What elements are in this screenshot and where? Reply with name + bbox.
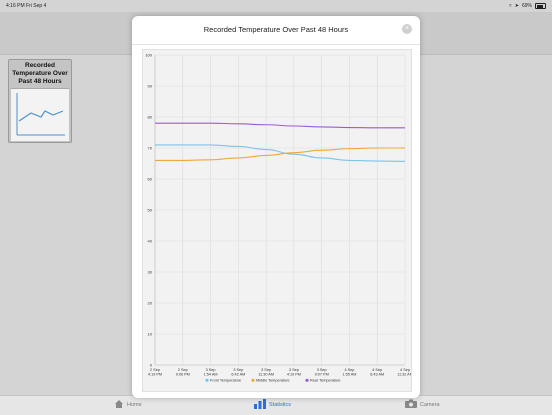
series-line bbox=[154, 144, 406, 162]
x-tick-label: 1:54 AM bbox=[204, 373, 218, 377]
chart-tile-thumbnail bbox=[11, 88, 69, 141]
status-indicators: ≈ ➤ 69% bbox=[509, 3, 546, 9]
y-tick-label: 80 bbox=[148, 115, 153, 120]
series-line bbox=[155, 147, 405, 161]
y-tick-label: 50 bbox=[148, 208, 153, 213]
tab-camera-label: Camera bbox=[420, 401, 440, 408]
battery-icon bbox=[535, 3, 546, 9]
close-button[interactable]: × bbox=[402, 24, 412, 34]
series-line bbox=[154, 122, 405, 129]
legend-label: Front Temperature bbox=[210, 379, 241, 383]
tab-home-label: Home bbox=[127, 401, 142, 408]
x-tick-label: 2 Sep bbox=[150, 368, 160, 372]
x-tick-label: 3 Sep bbox=[261, 368, 271, 372]
y-tick-label: 20 bbox=[148, 301, 153, 306]
y-tick-label: 10 bbox=[148, 332, 153, 337]
y-tick-label: 60 bbox=[148, 177, 153, 182]
chart-tile-title: Recorded Temperature Over Past 48 Hours bbox=[12, 62, 68, 85]
x-tick-label: 4 Sep bbox=[372, 368, 382, 372]
x-tick-label: 9:07 PM bbox=[315, 373, 329, 377]
x-tick-label: 11:32 AM bbox=[397, 373, 411, 377]
tab-statistics-label: Statistics bbox=[269, 402, 292, 408]
close-icon: × bbox=[404, 25, 410, 32]
house-icon bbox=[114, 399, 124, 410]
wifi-icon: ≈ bbox=[509, 3, 512, 9]
y-tick-label: 70 bbox=[148, 146, 153, 151]
x-tick-label: 11:30 AM bbox=[258, 373, 274, 377]
modal-title: Recorded Temperature Over Past 48 Hours bbox=[203, 25, 349, 34]
legend-swatch bbox=[305, 378, 309, 382]
x-tick-label: 3 Sep bbox=[317, 368, 327, 372]
camera-icon bbox=[405, 399, 417, 410]
x-tick-label: 1:55 AM bbox=[342, 373, 356, 377]
legend-label: Rear Temperature bbox=[310, 379, 341, 383]
tab-camera[interactable]: Camera bbox=[405, 399, 440, 410]
x-tick-label: 6:43 AM bbox=[370, 373, 384, 377]
chart-modal: Recorded Temperature Over Past 48 Hours … bbox=[132, 16, 420, 398]
legend-swatch bbox=[251, 378, 255, 382]
x-tick-label: 4:19 PM bbox=[287, 373, 301, 377]
tab-home[interactable]: Home bbox=[114, 399, 142, 410]
y-tick-label: 0 bbox=[150, 363, 153, 368]
x-tick-label: 9:06 PM bbox=[176, 373, 190, 377]
x-tick-label: 4 Sep bbox=[344, 368, 354, 372]
x-tick-label: 2 Sep bbox=[178, 368, 188, 372]
x-tick-label: 4:19 PM bbox=[148, 373, 162, 377]
legend-label: Middle Temperature bbox=[256, 379, 290, 383]
chart-tile[interactable]: Recorded Temperature Over Past 48 Hours bbox=[8, 59, 72, 143]
x-tick-label: 3 Sep bbox=[233, 368, 243, 372]
battery-percent: 69% bbox=[521, 3, 532, 9]
y-tick-label: 90 bbox=[148, 84, 153, 89]
status-bar: 4:16 PM Fri Sep 4 ≈ ➤ 69% bbox=[0, 0, 552, 12]
location-icon: ➤ bbox=[514, 3, 519, 9]
thumbnail-line bbox=[18, 110, 64, 122]
temperature-chart: 0 10 20 30 40 50 60 70 80 90 100 2 Sep 4:19 PM 2 Sep 9… bbox=[142, 49, 412, 392]
y-tick-label: 30 bbox=[148, 270, 153, 275]
modal-header: Recorded Temperature Over Past 48 Hours … bbox=[132, 16, 420, 45]
y-tick-label: 40 bbox=[148, 239, 153, 244]
x-tick-label: 4 Sep bbox=[400, 368, 410, 372]
x-tick-label: 6:42 AM bbox=[231, 373, 245, 377]
y-tick-label: 100 bbox=[145, 53, 152, 58]
x-tick-label: 3 Sep bbox=[206, 368, 216, 372]
status-time: 4:16 PM Fri Sep 4 bbox=[6, 3, 47, 9]
tab-bar: Home Statistics Camera bbox=[0, 395, 552, 415]
bar-chart-icon bbox=[254, 399, 266, 411]
tab-statistics[interactable]: Statistics bbox=[254, 399, 291, 411]
legend-swatch bbox=[205, 378, 209, 382]
x-tick-label: 3 Sep bbox=[289, 368, 299, 372]
